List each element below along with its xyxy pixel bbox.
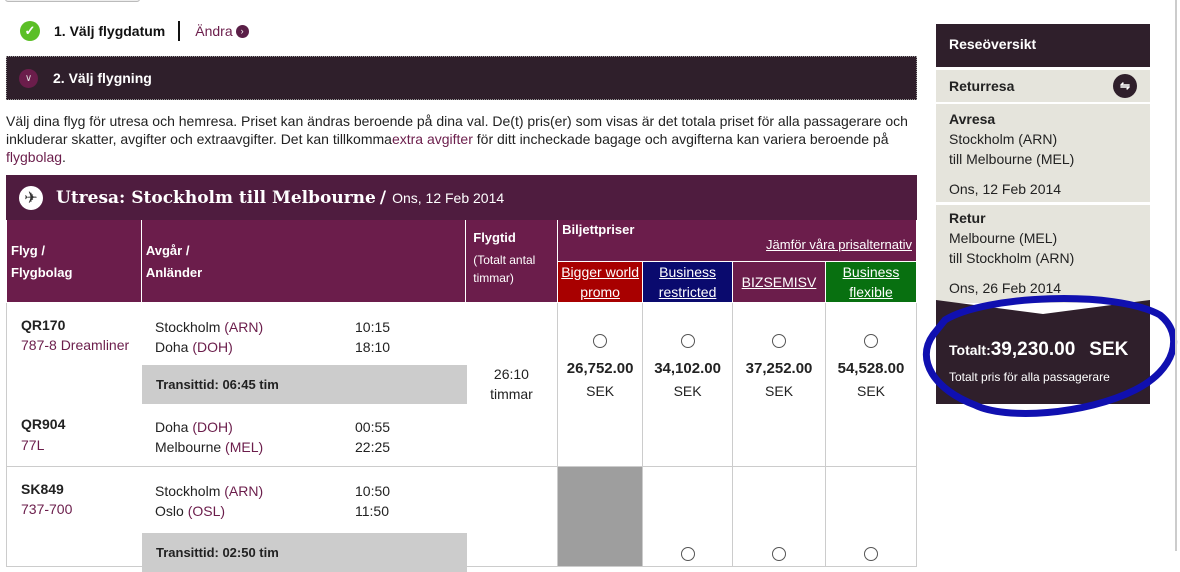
intro-text: Välj dina flyg för utresa och hemresa. P…	[6, 113, 908, 165]
step-2-label: 2. Välj flygning	[53, 70, 152, 86]
leg-times: 10:50 11:50	[355, 482, 391, 519]
col-duration: Flygtid (Totalt antal timmar)	[465, 220, 559, 303]
itinerary-cell: QR170 787-8 Dreamliner Stockholm (ARN) Do…	[5, 301, 467, 467]
fare-bizsemisv[interactable]: BIZSEMISV	[732, 261, 826, 303]
leg-route: Doha (DOH) Melbourne (MEL)	[155, 418, 264, 455]
fare-business-restricted[interactable]: Business restricted	[642, 261, 734, 303]
extra-fees-link[interactable]: extra avgifter	[391, 131, 473, 147]
fare-radio[interactable]	[864, 546, 878, 561]
total-box: Totalt:39,230.00 SEK Totalt pris för alla…	[936, 300, 1150, 404]
fare-radio[interactable]	[772, 546, 787, 561]
price-cell[interactable]	[642, 465, 734, 567]
duration-cell	[465, 465, 559, 567]
itinerary-cell: SK849 737-700 Stockholm (ARN) Oslo (OSL) …	[5, 465, 467, 572]
col-departs: Avgår / Anländer	[140, 220, 467, 303]
top-button[interactable]	[5, 0, 140, 2]
fare-radio[interactable]	[864, 333, 878, 348]
col-prices: Biljettpriser Jämför våra prisalternativ	[557, 220, 917, 262]
flight-number: QR904	[21, 415, 66, 432]
fare-business-flexible[interactable]: Business flexible	[825, 261, 917, 303]
flights-table: Flyg / Flygbolag Avgår / Anländer Flygtid(…	[5, 220, 917, 572]
return-summary: Retur Melbourne (MEL) till Stockholm (AR…	[936, 205, 1150, 303]
fare-radio[interactable]	[593, 333, 608, 348]
fare-bigger-world-promo[interactable]: Bigger world promo	[557, 261, 644, 303]
leg-route: Stockholm (ARN) Oslo (OSL)	[155, 482, 264, 519]
duration-cell: 26:10 timmar	[465, 301, 559, 467]
chevron-right-icon: ›	[235, 25, 249, 38]
step-1: ✓ 1. Välj flygdatum Ändra ›	[20, 20, 249, 42]
aircraft-link[interactable]: 737-700	[21, 500, 73, 517]
flight-number: QR170	[21, 316, 66, 333]
fare-radio[interactable]	[680, 546, 695, 561]
transit-time: Transittid: 06:45 tim	[142, 364, 467, 404]
aircraft-link[interactable]: 787-8 Dreamliner	[21, 336, 130, 353]
check-icon: ✓	[20, 21, 40, 41]
price-cell[interactable]: 37,252.00 SEK	[732, 301, 826, 467]
step-2-bar[interactable]: ∨ 2. Välj flygning	[6, 56, 917, 100]
fare-radio[interactable]	[680, 333, 695, 348]
separator: /	[379, 187, 387, 208]
price-cell[interactable]: 26,752.00 SEK	[557, 301, 644, 467]
swap-icon[interactable]: ⇋	[1113, 74, 1137, 98]
unavailable-cell	[557, 465, 644, 567]
trip-type: Returresa ⇋	[936, 70, 1150, 102]
plane-icon: ✈	[19, 185, 43, 210]
table-row: SK849 737-700 Stockholm (ARN) Oslo (OSL) …	[5, 465, 917, 572]
chevron-down-icon: ∨	[19, 68, 38, 88]
summary-title: Reseöversikt	[936, 24, 1150, 67]
aircraft-link[interactable]: 77L	[21, 436, 45, 453]
fare-radio[interactable]	[772, 333, 787, 348]
price-cell[interactable]: 34,102.00 SEK	[642, 301, 734, 467]
divider	[178, 21, 181, 41]
outbound-title: Utresa: Stockholm till Melbourne	[56, 187, 376, 208]
transit-time: Transittid: 02:50 tim	[142, 532, 467, 572]
outbound-header: ✈ Utresa: Stockholm till Melbourne / Ons…	[6, 175, 917, 220]
airline-link[interactable]: flygbolag	[6, 149, 63, 165]
table-row: QR170 787-8 Dreamliner Stockholm (ARN) Do…	[5, 301, 917, 467]
col-flight: Flyg / Flygbolag	[6, 220, 142, 303]
step-1-label: 1. Välj flygdatum	[54, 23, 166, 39]
leg-route: Stockholm (ARN) Doha (DOH)	[155, 318, 264, 355]
flight-number: SK849	[21, 480, 64, 497]
price-cell[interactable]: 54,528.00 SEK	[825, 301, 917, 467]
price-cell[interactable]	[825, 465, 917, 567]
outbound-summary: Avresa Stockholm (ARN) till Melbourne (M…	[936, 104, 1150, 202]
price-cell[interactable]	[732, 465, 826, 567]
compare-link[interactable]: Jämför våra prisalternativ	[766, 237, 912, 252]
page-edge	[1175, 0, 1177, 551]
leg-times: 10:15 18:10	[355, 318, 391, 355]
change-link[interactable]: Ändra ›	[195, 23, 249, 39]
leg-times: 00:55 22:25	[355, 418, 391, 455]
outbound-date: Ons, 12 Feb 2014	[392, 189, 505, 206]
hand-drawn-circle-annotation	[922, 295, 1178, 417]
